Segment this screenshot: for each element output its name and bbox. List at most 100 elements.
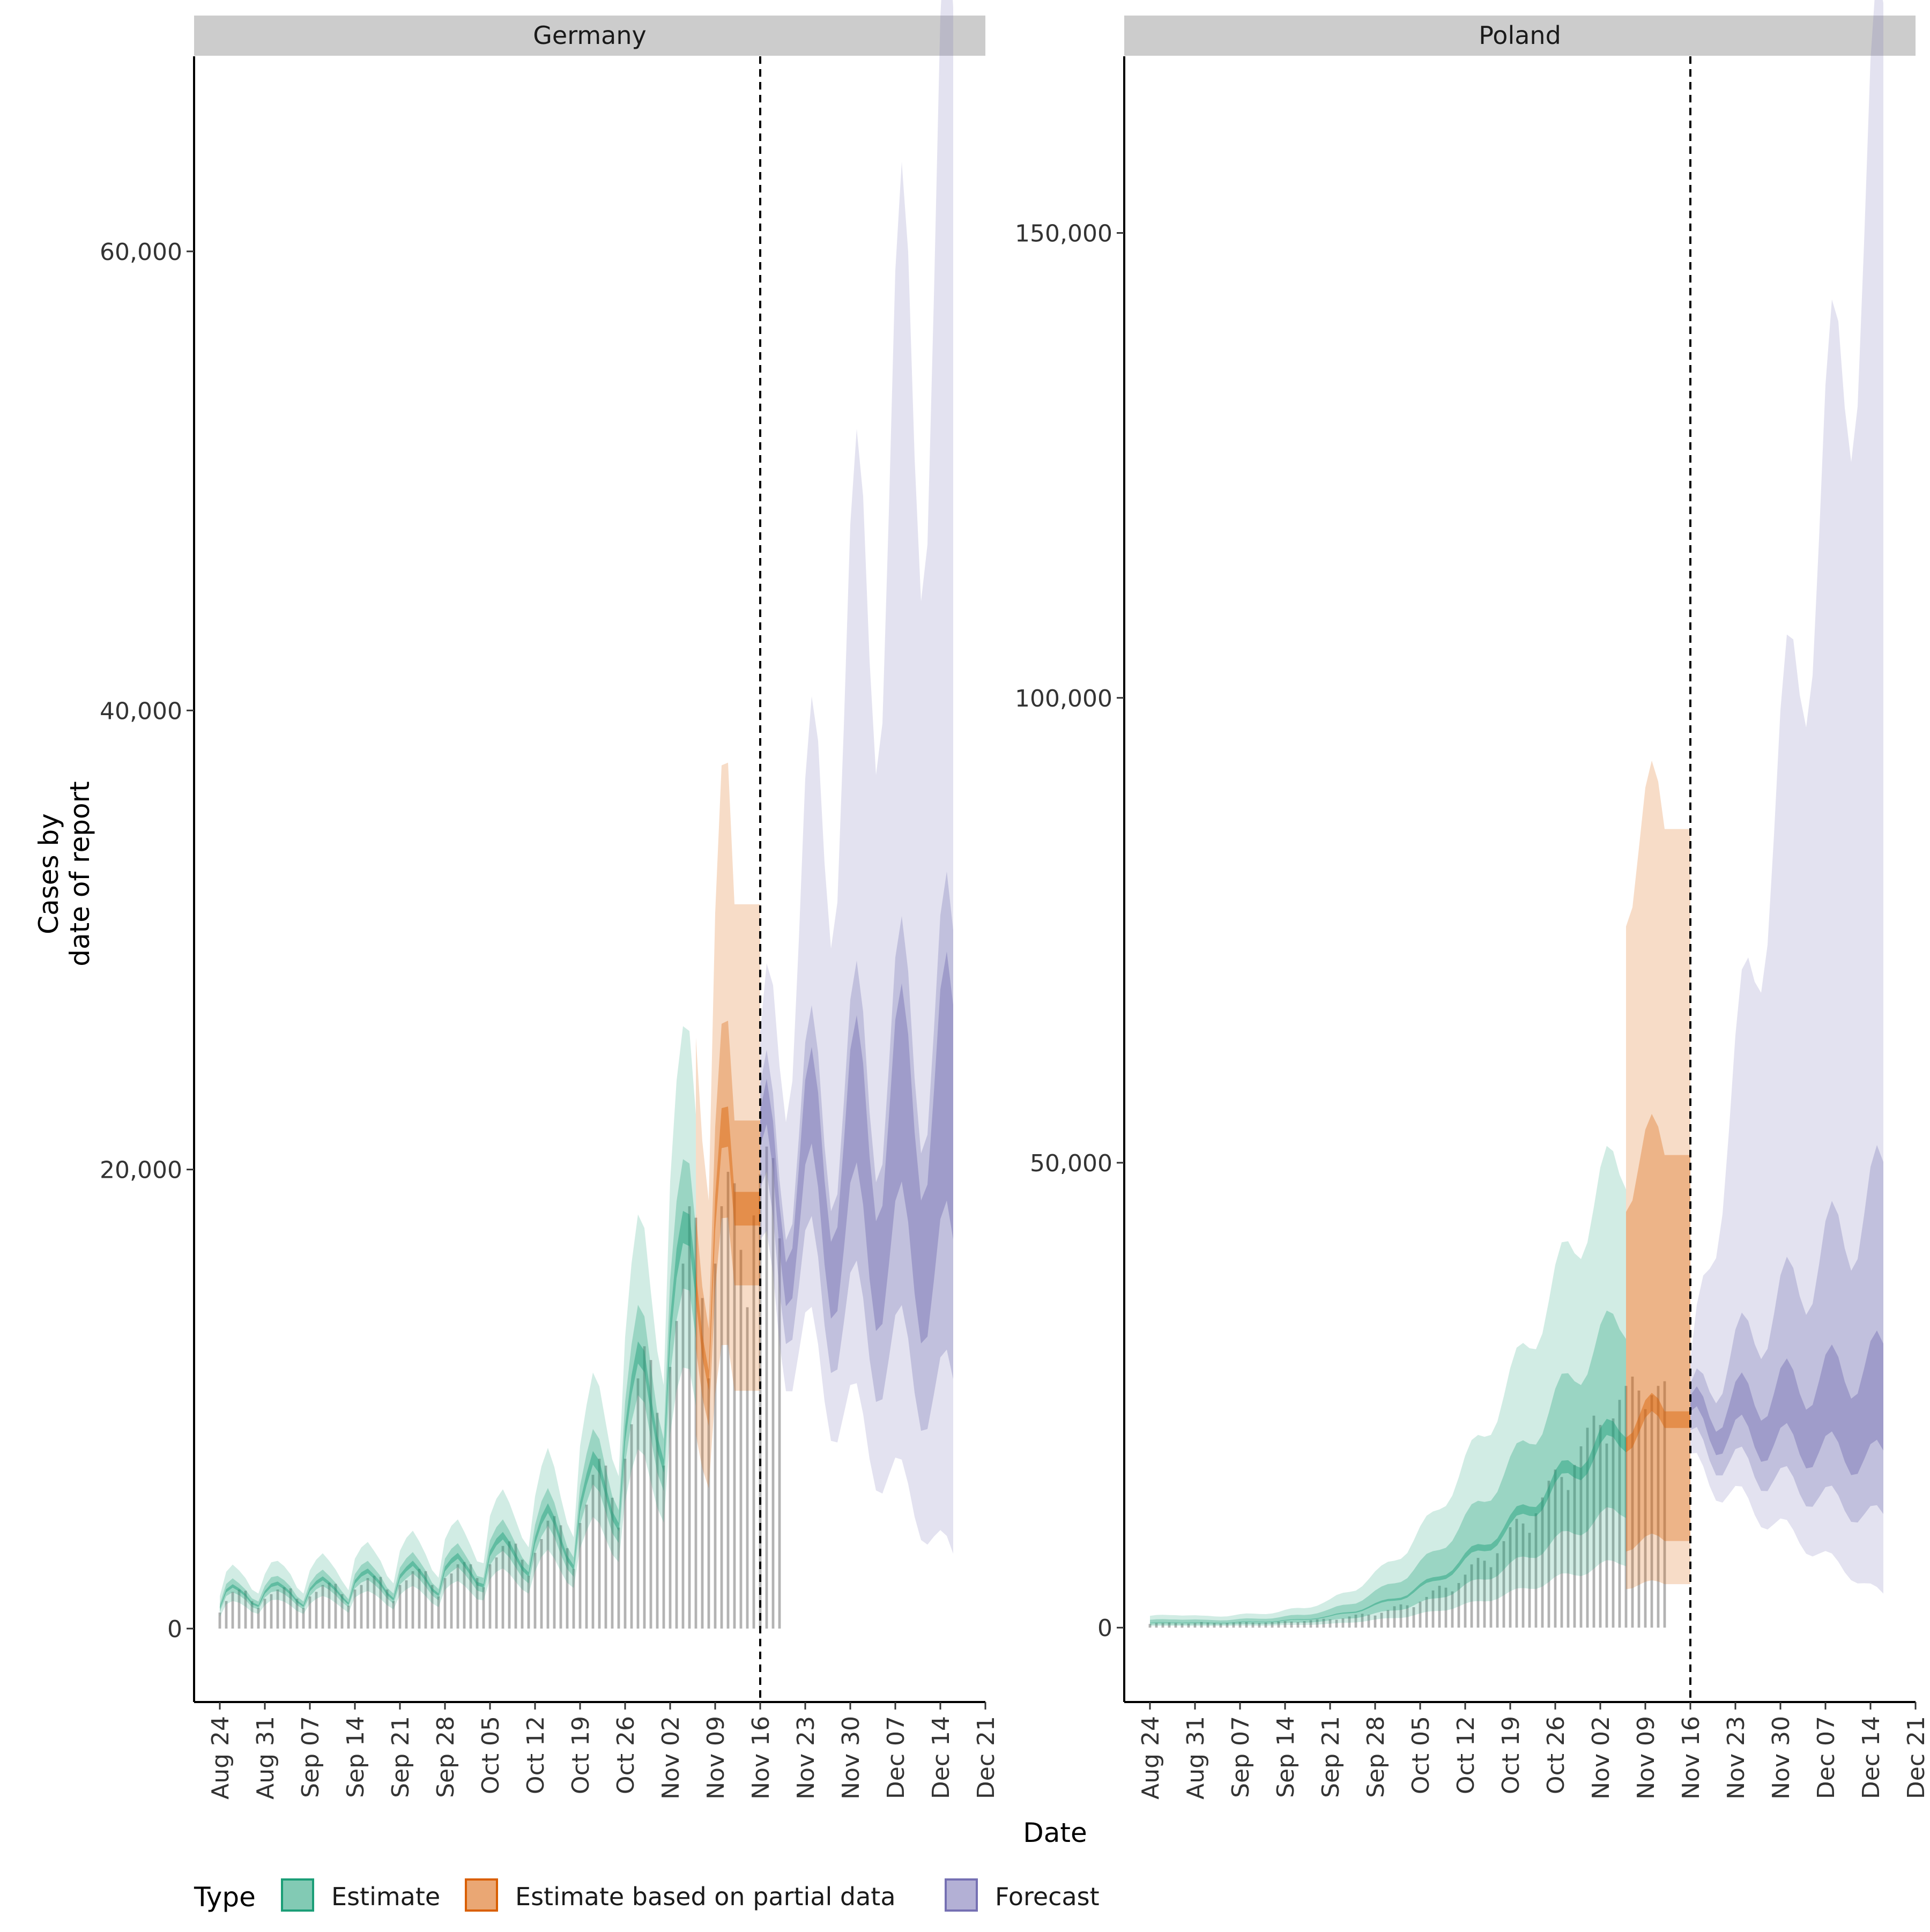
facet-strip [1124,16,1916,56]
x-axis-title: Date [1023,1817,1087,1848]
bar [1502,1541,1505,1628]
x-tick-label: Sep 07 [297,1716,324,1798]
bar [1161,1623,1164,1628]
bar [1567,1490,1570,1628]
forecast-outer-band [760,0,953,1554]
legend-title: Type [194,1882,256,1913]
bar [270,1594,273,1629]
bar [1386,1610,1390,1628]
bar [1631,1376,1634,1628]
x-tick-label: Nov 02 [1587,1716,1615,1800]
bar [1226,1623,1229,1628]
bar [746,1307,749,1629]
estimate-inner-band [1150,1310,1626,1625]
x-tick-label: Aug 31 [1182,1716,1209,1800]
bar [225,1601,228,1629]
bar [443,1578,447,1629]
bar [669,1366,672,1629]
x-tick-label: Sep 14 [1272,1716,1300,1798]
bar [398,1585,402,1629]
bar [514,1543,517,1629]
bar [1534,1513,1538,1628]
bar [1624,1386,1628,1628]
bar [1515,1519,1518,1628]
y-tick-label: 0 [1097,1615,1112,1642]
observed-bars [1148,1376,1666,1628]
x-tick-label: Dec 07 [1813,1716,1840,1799]
bar [1296,1622,1300,1628]
bar [353,1589,357,1629]
x-tick-label: Dec 14 [927,1716,955,1799]
x-tick-label: Aug 31 [252,1716,279,1800]
bar [1393,1606,1396,1628]
bar [347,1606,350,1629]
y-tick-label: 100,000 [1015,685,1112,712]
x-tick-label: Nov 30 [837,1716,865,1800]
bar [1644,1409,1647,1628]
bar [1232,1622,1235,1628]
bar [1419,1601,1422,1628]
bar [765,1146,768,1629]
bar [488,1564,492,1629]
panels-layer: Germany 0 20,000 40,000 60,000 Aug 24 Aug 31 Se… [100,0,1930,1800]
bar [1361,1614,1364,1628]
partial-inner-band [1626,1113,1690,1552]
bar [1457,1582,1460,1628]
bar [508,1541,511,1629]
bar [250,1601,254,1629]
bar [1335,1619,1338,1628]
bar [1586,1428,1589,1628]
x-tick-label: Nov 16 [1677,1716,1705,1800]
y-tick-label: 60,000 [100,239,182,266]
bar [1425,1597,1428,1628]
bar [1489,1567,1493,1628]
bar [1283,1621,1287,1628]
y-tick-label: 150,000 [1015,220,1112,248]
x-tick-label: Nov 30 [1768,1716,1795,1800]
bar [720,1206,723,1629]
bar [495,1557,498,1629]
bar [1579,1446,1583,1628]
bar [771,1158,775,1629]
bar [739,1250,743,1629]
x-tick-label: Dec 21 [1903,1716,1930,1799]
bar [1380,1613,1383,1628]
x-tick-label: Oct 12 [1452,1716,1480,1794]
bar [360,1585,363,1629]
bar [1412,1607,1415,1628]
x-tick-label: Aug 24 [207,1716,234,1800]
x-tick-label: Nov 02 [657,1716,685,1800]
bar [263,1599,266,1629]
bar [463,1562,466,1629]
bar [1316,1619,1319,1628]
bar [1547,1481,1550,1628]
bar [476,1578,479,1629]
x-tick-label: Dec 14 [1858,1716,1885,1799]
bar [656,1413,659,1629]
bar [1605,1443,1608,1628]
bar [675,1321,678,1629]
x-tick-label: Oct 19 [567,1716,595,1794]
x-tick-label: Dec 07 [882,1716,910,1799]
bar [469,1564,472,1629]
facet-strip [194,16,985,56]
bar [1541,1497,1544,1628]
bar [694,1217,697,1629]
bar [566,1548,569,1629]
y-tick-label: 40,000 [100,697,182,725]
bar [1251,1622,1254,1628]
bar [276,1589,279,1629]
x-tick-label: Nov 09 [1632,1716,1660,1800]
bar [1399,1604,1402,1628]
bar [340,1594,344,1629]
bar [533,1552,537,1629]
forecast-outer-band [1690,0,1883,1594]
bar [1657,1386,1660,1628]
bar [1174,1623,1177,1628]
bar [405,1580,408,1629]
bar [540,1539,543,1629]
bar [1573,1465,1576,1628]
bar [681,1264,685,1629]
bar [604,1465,607,1629]
